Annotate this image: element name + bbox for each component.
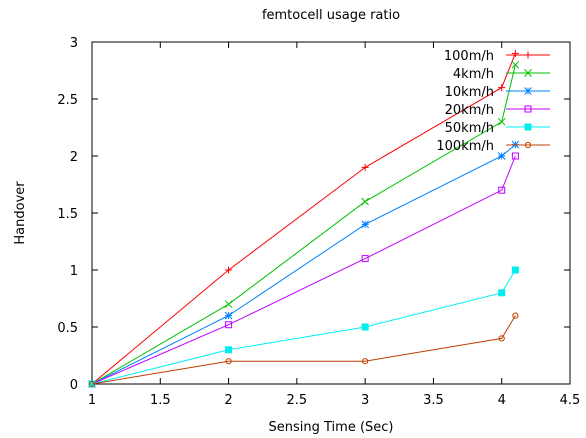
data-point xyxy=(498,335,505,342)
data-point xyxy=(224,311,233,320)
x-tick-label: 3.5 xyxy=(423,393,444,408)
data-point xyxy=(511,152,519,160)
data-point xyxy=(497,117,506,126)
data-point xyxy=(225,266,233,274)
x-tick-label: 2 xyxy=(224,393,232,408)
legend-item: 100km/h xyxy=(436,139,550,154)
data-point xyxy=(498,84,506,92)
series-5 xyxy=(88,312,519,388)
data-point xyxy=(361,197,369,206)
x-tick-label: 1 xyxy=(88,393,96,408)
data-point xyxy=(224,300,233,309)
data-point xyxy=(498,186,506,194)
data-point xyxy=(361,220,369,229)
y-tick-label: 1 xyxy=(70,264,78,279)
data-point xyxy=(225,358,232,365)
data-point xyxy=(498,289,506,297)
legend-label: 100m/h xyxy=(444,49,494,64)
y-tick-label: 0 xyxy=(70,378,78,393)
y-tick-label: 2.5 xyxy=(57,93,78,108)
data-point xyxy=(225,346,233,354)
x-tick-label: 4.5 xyxy=(560,393,581,408)
axis-ticks: 1 1.5 2 2.5 3 3.5 4 4.5 0 0.5 1 1.5 2 2.5 3 xyxy=(57,36,580,408)
data-point xyxy=(361,163,369,171)
legend-marker xyxy=(524,51,532,59)
data-point xyxy=(497,152,506,160)
x-tick-label: 3 xyxy=(361,393,369,408)
series-line xyxy=(91,155,516,385)
series-2 xyxy=(88,140,520,388)
series-layer xyxy=(88,49,520,388)
legend-marker xyxy=(524,105,532,113)
legend-item: 4km/h xyxy=(453,67,550,82)
legend-label: 50km/h xyxy=(445,121,494,136)
legend-item: 100m/h xyxy=(444,49,550,64)
legend-marker xyxy=(524,87,532,95)
x-tick-label: 1.5 xyxy=(150,393,171,408)
data-point xyxy=(225,321,233,329)
y-tick-label: 0.5 xyxy=(57,321,78,336)
data-point xyxy=(511,49,519,57)
series-line xyxy=(91,315,516,385)
data-point xyxy=(511,266,519,274)
legend-item: 50km/h xyxy=(445,121,550,136)
series-line xyxy=(91,269,516,385)
data-point xyxy=(511,60,520,69)
legend-label: 100km/h xyxy=(436,139,494,154)
legend-item: 10km/h xyxy=(445,85,550,100)
x-tick-label: 4 xyxy=(498,393,506,408)
legend-label: 20km/h xyxy=(445,103,494,118)
y-axis-title: Handover xyxy=(13,181,28,245)
data-point xyxy=(88,380,96,388)
legend-label: 10km/h xyxy=(445,85,494,100)
legend-marker xyxy=(524,141,532,149)
data-point xyxy=(361,323,369,331)
series-line xyxy=(91,144,516,385)
data-point xyxy=(512,312,519,319)
legend-label: 4km/h xyxy=(453,67,494,82)
series-4 xyxy=(88,266,519,388)
chart-title: femtocell usage ratio xyxy=(262,8,400,23)
data-point xyxy=(361,255,369,263)
legend-item: 20km/h xyxy=(445,103,550,118)
y-tick-label: 2 xyxy=(70,150,78,165)
x-tick-label: 2.5 xyxy=(287,393,308,408)
series-3 xyxy=(88,152,519,388)
x-axis-title: Sensing Time (Sec) xyxy=(269,420,394,435)
legend-marker xyxy=(524,123,532,131)
y-tick-label: 1.5 xyxy=(57,207,78,222)
data-point xyxy=(362,358,369,365)
y-tick-label: 3 xyxy=(70,36,78,51)
legend-marker xyxy=(524,69,532,77)
legend: 100m/h 4km/h 10km/h 20km/h 50km/h 100km/h xyxy=(436,49,550,154)
